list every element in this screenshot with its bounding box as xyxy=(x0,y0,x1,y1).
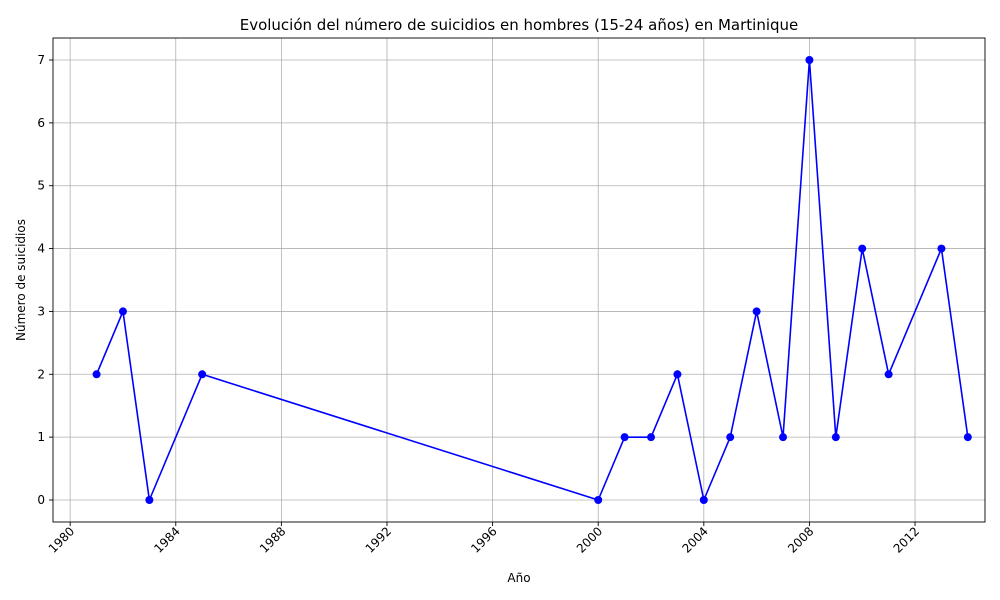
data-point xyxy=(726,433,735,442)
data-point xyxy=(699,496,708,504)
data-point xyxy=(884,370,893,379)
data-point xyxy=(937,244,946,253)
y-tick-label: 4 xyxy=(37,242,45,256)
data-point xyxy=(805,56,814,64)
data-point xyxy=(92,370,101,379)
y-tick-label: 1 xyxy=(37,430,45,444)
data-point xyxy=(831,433,840,442)
data-point xyxy=(673,370,682,379)
data-point xyxy=(858,244,867,253)
x-tick-label: 1988 xyxy=(257,524,288,555)
y-axis-label: Número de suicidios xyxy=(14,219,28,341)
x-tick-label: 2004 xyxy=(679,524,710,555)
x-tick-label: 1996 xyxy=(468,524,499,555)
y-tick-label: 0 xyxy=(37,493,45,507)
data-point xyxy=(647,433,656,442)
y-tick-label: 6 xyxy=(37,116,45,130)
data-point xyxy=(620,433,629,442)
plot-area xyxy=(52,37,986,523)
x-tick-label: 1992 xyxy=(363,524,394,555)
y-tick-label: 5 xyxy=(37,179,45,193)
data-point xyxy=(963,433,972,442)
y-tick-label: 7 xyxy=(37,53,45,67)
grid xyxy=(53,38,985,522)
data-point xyxy=(752,307,761,316)
y-tick-label: 3 xyxy=(37,304,45,318)
x-tick-label: 2008 xyxy=(785,524,816,555)
x-tick-label: 2000 xyxy=(574,524,605,555)
x-tick-label: 1980 xyxy=(46,524,77,555)
data-point xyxy=(779,433,788,442)
data-point xyxy=(198,370,207,379)
data-point xyxy=(594,496,603,504)
x-axis-label: Año xyxy=(507,571,530,585)
x-tick-label: 1984 xyxy=(151,524,182,555)
chart-title: Evolución del número de suicidios en hom… xyxy=(240,16,799,34)
series-line xyxy=(95,59,969,501)
y-axis: 0 1 2 3 4 5 6 7 xyxy=(37,53,53,507)
y-tick-label: 2 xyxy=(37,367,45,381)
data-point xyxy=(145,496,154,504)
x-tick-label: 2012 xyxy=(891,524,922,555)
data-point xyxy=(118,307,127,316)
x-axis: 1980 1984 1988 1992 1996 2000 2004 2008 2012 xyxy=(46,522,922,556)
series-layer xyxy=(92,56,972,504)
